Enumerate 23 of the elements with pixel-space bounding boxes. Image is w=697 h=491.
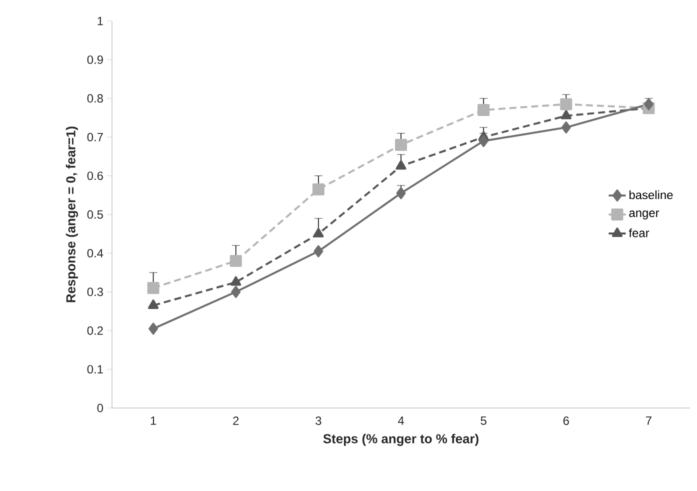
legend-label: baseline <box>629 190 673 200</box>
legend-label: anger <box>629 210 660 220</box>
y-tick-label: 0.5 <box>87 210 103 219</box>
x-axis-title: Steps (% anger to % fear) <box>323 434 478 446</box>
x-tick-label: 6 <box>563 416 569 425</box>
x-tick-label: 5 <box>480 416 486 425</box>
y-tick-label: 0.7 <box>87 132 103 142</box>
y-tick-label: 0 <box>97 404 104 412</box>
y-tick-label: 0.1 <box>87 365 103 374</box>
x-tick-label: 3 <box>316 416 322 425</box>
x-tick-label: 7 <box>646 416 652 425</box>
y-tick-label: 1 <box>98 16 103 26</box>
y-axis-title: Response (anger = 0, fear=1) <box>66 126 78 302</box>
y-tick-label: 0.3 <box>87 288 103 296</box>
legend-label: fear <box>628 228 650 238</box>
y-tick-label: 0.2 <box>87 326 103 335</box>
y-tick-label: 0.4 <box>87 248 104 258</box>
y-tick-label: 0.8 <box>87 94 103 103</box>
x-tick-label: 2 <box>233 416 239 425</box>
y-tick-label: 0.6 <box>87 172 103 180</box>
y-tick-label: 0.9 <box>87 55 103 64</box>
x-tick-label: 1 <box>150 416 156 425</box>
x-tick-label: 4 <box>398 416 404 425</box>
